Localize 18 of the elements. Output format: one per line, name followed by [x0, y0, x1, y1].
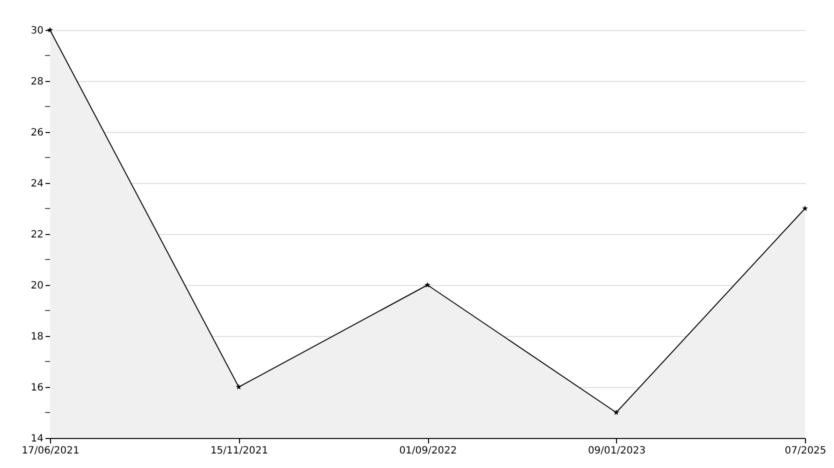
point	[613, 409, 620, 416]
x-tick-label: 01/09/2022	[399, 446, 457, 456]
y-tick-label: 14	[30, 434, 44, 444]
y-tick-label: 18	[30, 332, 44, 342]
x-tick-label: 09/01/2023	[588, 446, 646, 456]
point	[802, 205, 808, 212]
y-tick-label: 28	[30, 76, 44, 88]
x-tick-label: 17/06/2021	[22, 446, 80, 456]
x-tick-label: 15/11/2021	[210, 446, 268, 456]
x-tick-label: 07/2025	[784, 446, 826, 456]
point	[236, 384, 242, 390]
y-tick-label: 20	[30, 280, 44, 292]
y-tick-label: 22	[30, 230, 44, 240]
point	[424, 282, 431, 288]
y-tick-label: 24	[30, 178, 44, 190]
y-tick-label: 30	[30, 26, 44, 36]
y-tick-label: 16	[30, 382, 44, 394]
y-tick-label: 26	[30, 128, 44, 138]
